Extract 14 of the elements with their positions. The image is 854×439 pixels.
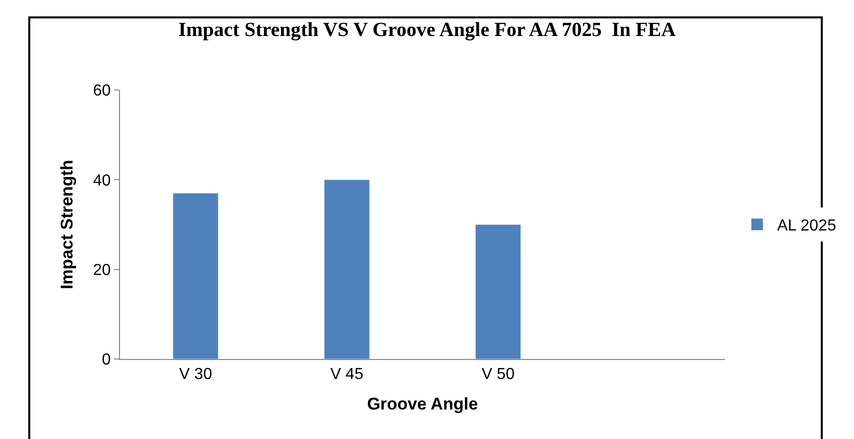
bar (324, 179, 370, 359)
y-tick-label: 40 (93, 172, 111, 190)
x-tick-label: V 50 (482, 366, 515, 384)
x-tick-label: V 45 (330, 366, 364, 384)
y-axis-title: Impact Strength (58, 160, 77, 290)
bar (475, 224, 522, 359)
x-axis-title: Groove Angle (367, 394, 478, 414)
y-tick-label: 0 (102, 352, 111, 369)
y-tick-label: 60 (93, 82, 111, 100)
y-tick-label: 20 (93, 262, 111, 279)
legend-label: AL 2025 (777, 218, 836, 235)
x-tick-label: V 30 (179, 366, 212, 384)
bar (172, 192, 219, 359)
chart-title: Impact Strength VS V Groove Angle For AA 7025 In FEA (178, 18, 676, 41)
